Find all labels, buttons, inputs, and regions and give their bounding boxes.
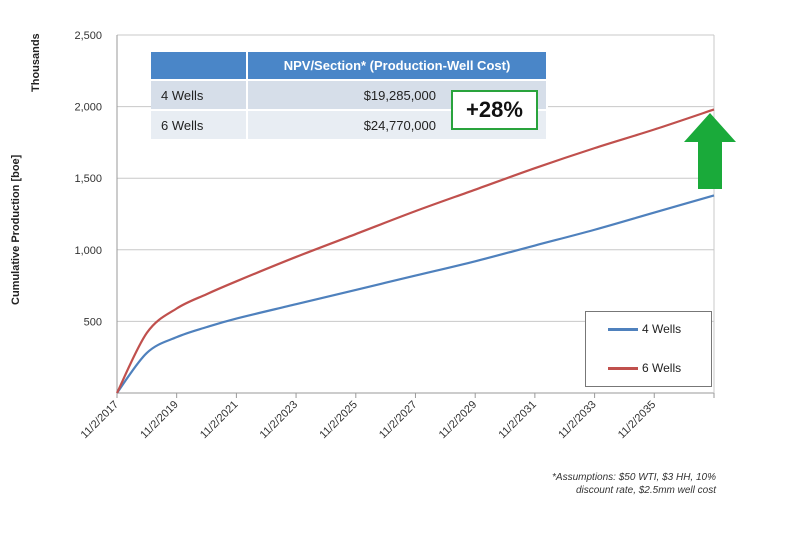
series-line-6-wells xyxy=(116,108,715,394)
x-tick-label: 11/2/2033 xyxy=(556,399,599,442)
npv-row-label: 4 Wells xyxy=(151,79,248,110)
y-tick-label: 500 xyxy=(84,316,102,328)
assumptions-footnote: *Assumptions: $50 WTI, $3 HH, 10% discou… xyxy=(456,471,716,497)
npv-table-corner xyxy=(151,52,248,80)
x-tick-labels: 11/2/2017 11/2/2019 11/2/2021 11/2/2023 11/2… xyxy=(79,399,659,442)
series-line-4-wells xyxy=(116,194,715,394)
legend-item-6-wells: 6 Wells xyxy=(608,361,681,375)
x-tick-label: 11/2/2031 xyxy=(496,399,539,442)
arrow-up-icon xyxy=(684,113,736,189)
x-tick-label: 11/2/2029 xyxy=(437,399,480,442)
y-tick-label: 2,000 xyxy=(74,102,102,114)
y-tick-label: 1,000 xyxy=(74,245,102,257)
legend-swatch xyxy=(608,366,638,370)
x-tick-label: 11/2/2019 xyxy=(138,399,181,442)
y-axis-unit: Thousands xyxy=(30,33,42,92)
legend-item-4-wells: 4 Wells xyxy=(608,322,681,336)
y-tick-label: 2,500 xyxy=(74,30,102,42)
y-axis-title: Cumulative Production [boe] xyxy=(10,154,22,305)
x-tick-label: 11/2/2035 xyxy=(616,399,659,442)
y-tick-labels: 500 1,000 1,500 2,000 2,500 xyxy=(74,30,102,328)
legend-swatch xyxy=(608,327,638,331)
y-tick-label: 1,500 xyxy=(74,173,102,185)
x-tick-label: 11/2/2023 xyxy=(258,399,301,442)
npv-table-header: NPV/Section* (Production-Well Cost) xyxy=(247,52,548,80)
legend-label: 4 Wells xyxy=(642,322,682,336)
npv-row-label: 6 Wells xyxy=(151,109,248,139)
chart-legend: 4 Wells 6 Wells xyxy=(585,311,712,387)
footnote-line: *Assumptions: $50 WTI, $3 HH, 10% xyxy=(552,472,716,483)
x-tick-label: 11/2/2017 xyxy=(79,399,122,442)
x-tick-label: 11/2/2027 xyxy=(377,399,420,442)
x-tick-label: 11/2/2021 xyxy=(198,399,241,442)
legend-label: 6 Wells xyxy=(642,361,682,375)
footnote-line: discount rate, $2.5mm well cost xyxy=(575,485,716,496)
arrow-up-shape xyxy=(684,113,736,189)
percent-increase-callout: +28% xyxy=(451,90,538,130)
series-lines xyxy=(116,108,715,394)
x-tick-label: 11/2/2025 xyxy=(317,399,360,442)
axes xyxy=(116,35,715,398)
